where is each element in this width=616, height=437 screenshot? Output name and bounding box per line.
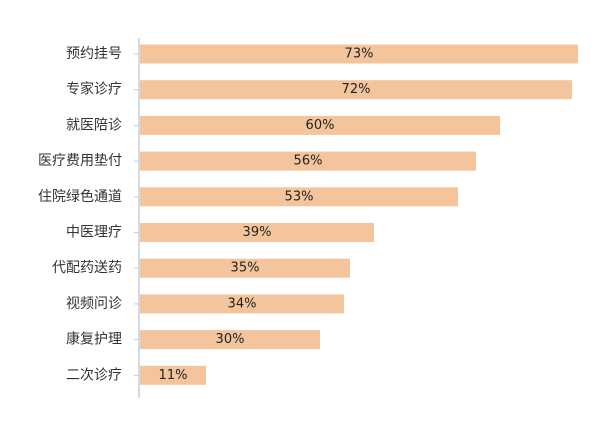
bar-6: [140, 223, 374, 242]
ticks-group: [134, 53, 139, 376]
category-labels-group: 预约挂号专家诊疗就医陪诊医疗费用垫付住院绿色通道中医理疗代配药送药视频问诊康复护…: [38, 46, 122, 383]
value-label-5: 53%: [285, 189, 314, 204]
value-label-9: 30%: [216, 332, 245, 347]
category-label-9: 康复护理: [66, 331, 122, 348]
bar-7: [140, 258, 350, 278]
bar-9: [140, 330, 320, 350]
value-label-1: 73%: [345, 47, 374, 62]
value-label-6: 39%: [243, 225, 272, 240]
value-labels-group: 73% 72% 60% 56% 53% 39% 35% 34% 30% 11%: [159, 47, 374, 383]
value-label-10: 11%: [159, 368, 188, 383]
value-label-3: 60%: [306, 118, 335, 133]
category-label-7: 代配药送药: [52, 260, 122, 276]
bar-3: [140, 115, 500, 135]
value-label-4: 56%: [294, 154, 323, 169]
category-label-1: 预约挂号: [66, 46, 122, 62]
bar-5: [140, 187, 458, 207]
bar-4: [140, 151, 476, 171]
category-label-3: 就医陪诊: [66, 117, 122, 133]
category-label-10: 二次诊疗: [66, 367, 122, 383]
bar-8: [140, 294, 344, 314]
bar-2: [140, 80, 572, 100]
category-label-8: 视频问诊: [66, 296, 122, 312]
category-label-5: 住院绿色通道: [38, 188, 122, 205]
value-label-2: 72%: [342, 82, 371, 97]
value-label-7: 35%: [231, 261, 260, 276]
bar-1: [140, 44, 578, 64]
category-label-2: 专家诊疗: [66, 81, 122, 98]
bars-group: [140, 44, 578, 385]
value-label-8: 34%: [228, 296, 257, 311]
bar-10: [140, 365, 206, 385]
category-label-6: 中医理疗: [66, 225, 122, 241]
category-label-4: 医疗费用垫付: [38, 153, 122, 169]
